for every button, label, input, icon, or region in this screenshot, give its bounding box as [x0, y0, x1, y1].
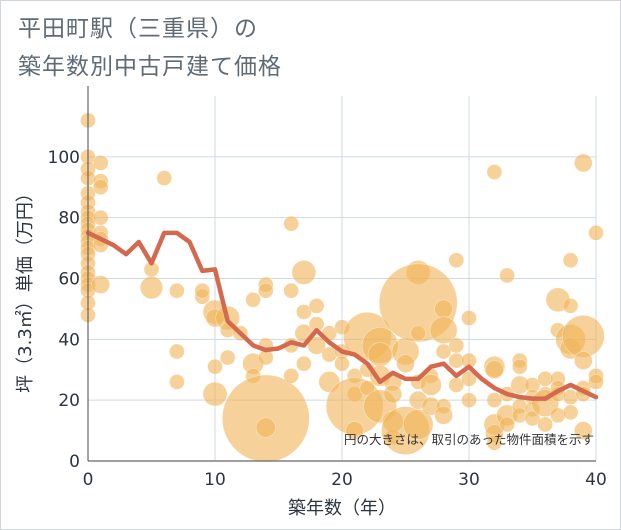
- bubble-point: [367, 342, 393, 367]
- bubble-point: [420, 374, 442, 396]
- bubble-point: [92, 209, 109, 226]
- bubble-point: [562, 252, 579, 269]
- bubble-point: [448, 337, 465, 354]
- bubble-point: [461, 371, 477, 387]
- bubble-point: [169, 343, 185, 360]
- y-tick-label: 80: [58, 209, 80, 229]
- bubble-point: [486, 434, 503, 451]
- bubble-point: [334, 355, 350, 372]
- bubble-point: [588, 225, 604, 241]
- bubble-point: [434, 299, 453, 319]
- chart-title-line2: 築年数別中古戸建て価格: [18, 54, 282, 80]
- bubble-point: [169, 374, 185, 390]
- bubble-point: [296, 304, 312, 320]
- trend-line-layer: [85, 230, 599, 401]
- axes: [87, 86, 596, 462]
- bubble-point: [156, 170, 172, 186]
- bubble-point: [92, 155, 109, 171]
- bubble-size-note: 円の大きさは、取引のあった物件面積を示す: [344, 432, 594, 447]
- y-tick-label: 20: [58, 391, 80, 411]
- bubble-point: [402, 409, 434, 440]
- bubble-point: [307, 336, 326, 355]
- bubble-point: [345, 421, 365, 440]
- bubble-point: [435, 343, 452, 360]
- bubble-point: [562, 298, 579, 314]
- bubble-point: [283, 215, 300, 232]
- bubble-point: [194, 282, 211, 299]
- bubble-point: [257, 349, 274, 366]
- bubble-point: [448, 252, 465, 269]
- x-tick-label: 40: [585, 470, 607, 490]
- bubble-point: [537, 416, 554, 433]
- y-tick-label: 0: [69, 452, 80, 472]
- y-tick-label: 40: [58, 330, 80, 350]
- bubble-point: [245, 291, 261, 308]
- bubble-point: [283, 368, 300, 384]
- average-price-line: [85, 230, 599, 401]
- x-axis-label: 築年数（年）: [288, 498, 396, 519]
- bubble-point: [461, 392, 477, 408]
- bubble-point: [296, 355, 312, 372]
- bubble-point: [410, 325, 427, 342]
- tick-labels: 0 10 20 30 40 0 20 40 60 80 100: [48, 148, 607, 490]
- bubble-point: [308, 298, 325, 314]
- bubble-point: [486, 392, 503, 408]
- bubble-point: [383, 384, 403, 404]
- x-tick-label: 10: [204, 470, 226, 490]
- bubble-point: [511, 358, 528, 375]
- bubble-point: [207, 358, 223, 375]
- bubble-point: [255, 417, 276, 438]
- bubble-point: [92, 179, 109, 196]
- bubble-point: [588, 374, 604, 390]
- x-tick-label: 0: [83, 470, 94, 490]
- bubble-point: [561, 314, 605, 358]
- bubble-point: [202, 381, 228, 407]
- bubble-point: [573, 351, 593, 370]
- bubble-point: [499, 416, 515, 433]
- chart-title-line1: 平田町駅（三重県）の: [18, 16, 258, 42]
- y-tick-label: 100: [48, 148, 80, 168]
- x-tick-label: 30: [458, 470, 480, 490]
- bubble-point: [562, 404, 579, 421]
- x-tick-label: 20: [331, 470, 353, 490]
- bubble-point: [257, 282, 274, 299]
- bubble-point: [396, 354, 415, 373]
- y-tick-label: 60: [58, 270, 80, 290]
- bubble-point: [169, 282, 185, 299]
- bubble-point: [499, 267, 515, 284]
- bubble-point: [485, 360, 504, 380]
- bubble-point: [461, 310, 477, 326]
- bubble-point: [434, 406, 453, 425]
- bubble-point: [573, 153, 593, 173]
- bubble-point: [283, 282, 300, 299]
- bubble-point: [91, 275, 110, 294]
- bubble-layer: [80, 112, 605, 463]
- bubble-point: [291, 260, 317, 285]
- y-axis-label: 坪（3.3㎡）単価（万円）: [14, 184, 36, 393]
- bubble-point: [486, 164, 503, 180]
- bubble-point: [139, 276, 164, 300]
- bubble-point: [219, 349, 236, 366]
- bubble-point: [524, 410, 541, 427]
- chart-title: 平田町駅（三重県）の 築年数別中古戸建て価格: [18, 10, 282, 86]
- bubble-point: [573, 421, 593, 440]
